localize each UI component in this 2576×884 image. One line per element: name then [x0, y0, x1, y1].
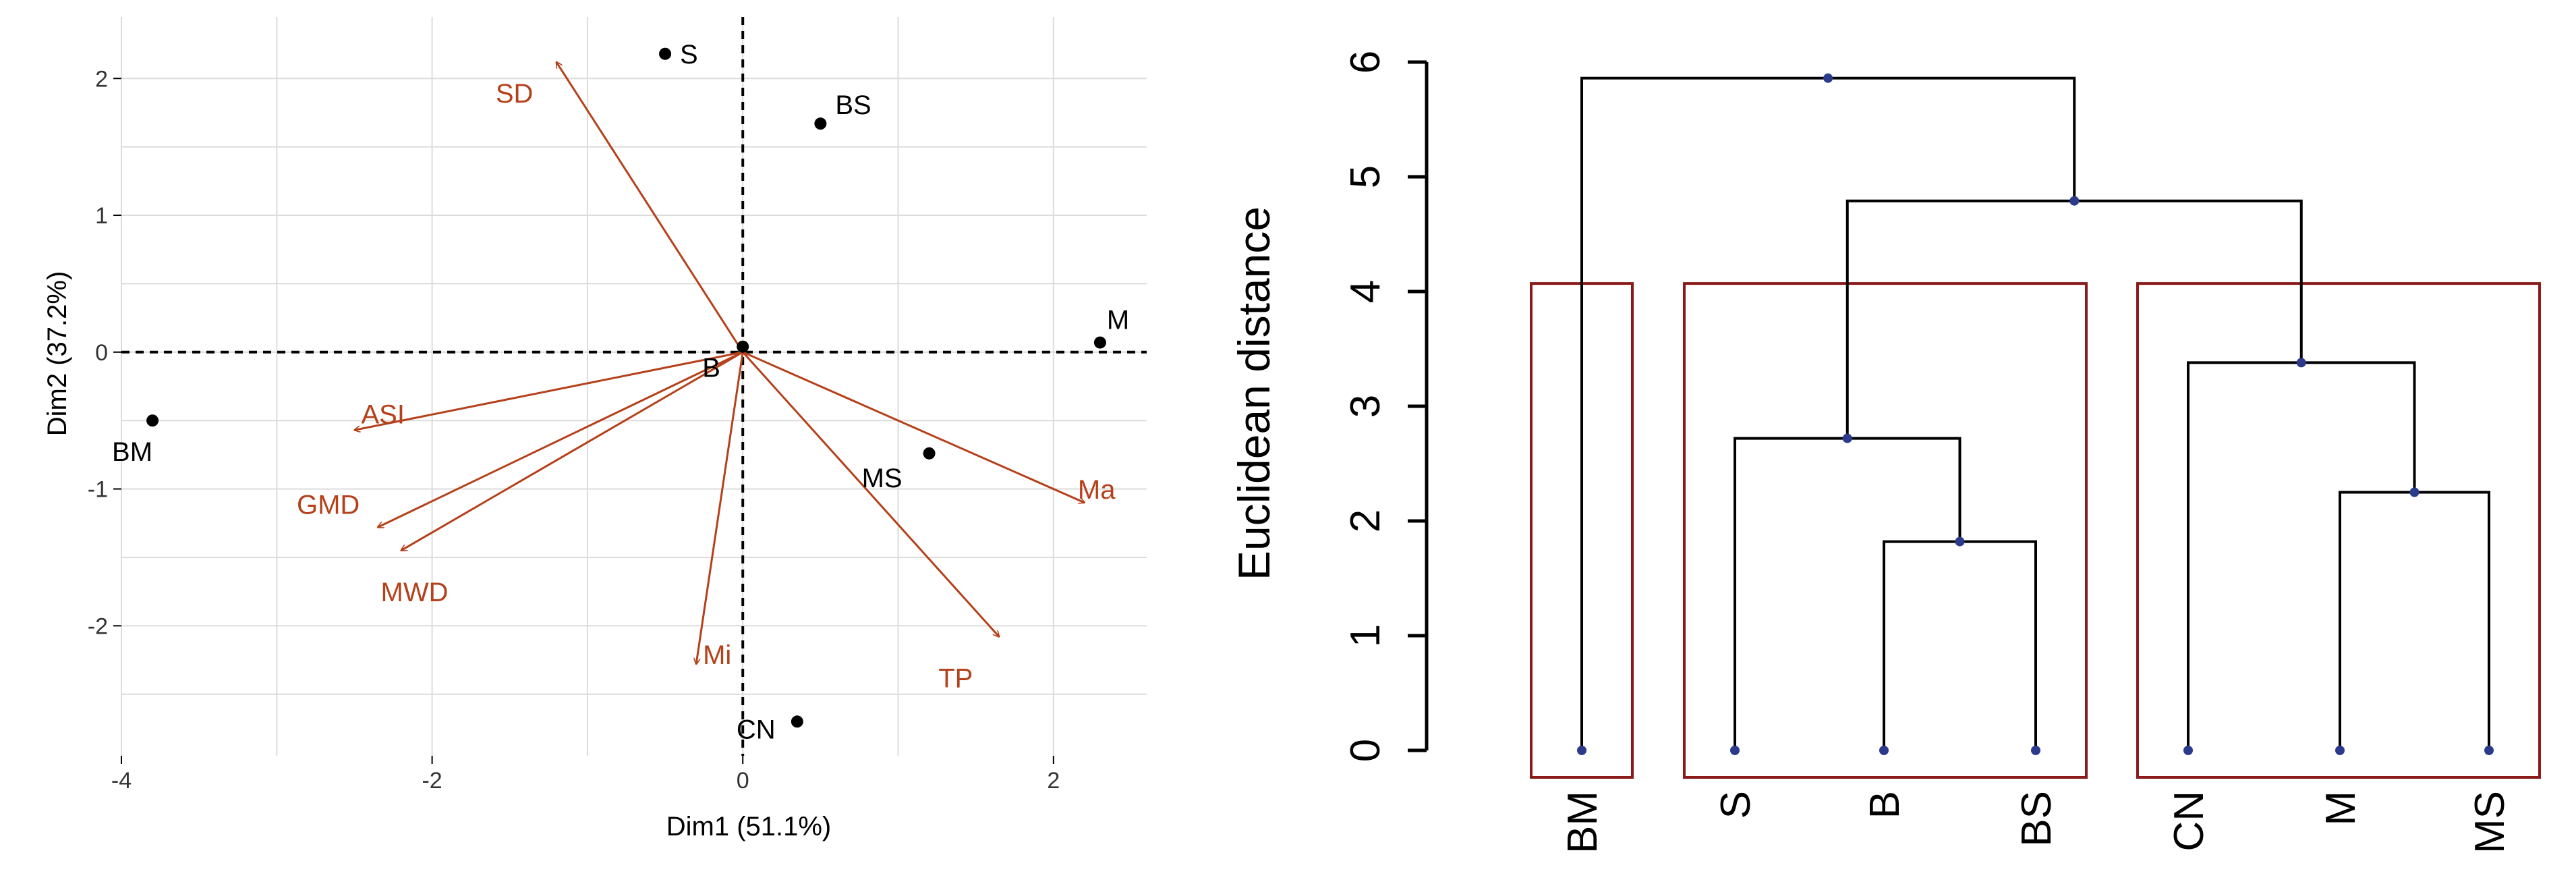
- dendrogram-link: [1883, 540, 2037, 750]
- dendrogram-tick-label: 0: [1342, 739, 1389, 762]
- dendrogram-link: [2339, 491, 2490, 750]
- observation-point: [146, 414, 159, 427]
- dendrogram-merge-node: [1955, 536, 1965, 547]
- dendrogram-tick-label: 1: [1342, 624, 1389, 647]
- dendrogram-tick-label: 5: [1342, 165, 1389, 188]
- biplot-y-axis-label: Dim2 (37.2%): [42, 271, 72, 437]
- dendrogram-tick-label: 3: [1342, 395, 1389, 418]
- y-tick-label: -2: [88, 613, 108, 639]
- dendrogram-leaf-node: [1730, 746, 1740, 755]
- observation-label: BM: [112, 437, 152, 467]
- loading-vector: [696, 352, 744, 664]
- dendrogram-leaf-label: B: [1862, 791, 1908, 819]
- y-tick-label: 2: [95, 66, 108, 92]
- loading-vector: [742, 351, 999, 637]
- dendrogram-links: [1580, 76, 2490, 750]
- dendrogram-y-axis: 0 1 2 3 4 5 6: [1342, 51, 1429, 762]
- dendrogram-panel: 0 1 2 3 4 5 6 Euclidean distance BM S B BS CN M MS: [1229, 51, 2541, 854]
- dendrogram-link: [1580, 76, 2076, 750]
- loading-vector-label: ASI: [361, 399, 404, 429]
- biplot-reference-lines: [121, 17, 1147, 756]
- dendrogram-tick-label: 4: [1342, 280, 1389, 303]
- dendrogram-leaf-node: [2484, 746, 2494, 755]
- observation-label: S: [680, 40, 698, 70]
- observation-point: [1093, 336, 1106, 349]
- dendrogram-link: [1845, 199, 2303, 439]
- dendrogram-tick-label: 6: [1342, 51, 1389, 74]
- biplot-x-axis-label: Dim1 (51.1%): [666, 812, 832, 841]
- observation-label: BS: [835, 90, 871, 120]
- dendrogram-y-axis-label: Euclidean distance: [1229, 206, 1279, 580]
- dendrogram-leaf-node: [2335, 746, 2345, 755]
- dendrogram-leaf-node: [1879, 746, 1889, 755]
- loading-vector-label: SD: [496, 79, 534, 109]
- biplot-x-ticks: -4 -2 0 2: [111, 756, 1060, 794]
- biplot-points: S BS M B BM MS CN: [112, 40, 1129, 745]
- dendrogram-merge-node: [1842, 433, 1852, 443]
- loading-vector: [742, 351, 1085, 503]
- dendrogram-leaf-node: [2183, 746, 2193, 755]
- dendrogram-leaf-label: M: [2318, 791, 2364, 826]
- observation-label: B: [702, 354, 720, 383]
- dendrogram-leaf-node: [1577, 746, 1586, 755]
- dendrogram-merge-node: [2409, 487, 2420, 497]
- cluster-box: [1683, 282, 2088, 779]
- loading-vector: [401, 351, 743, 551]
- cluster-box: [2136, 282, 2541, 779]
- dendrogram-link: [1734, 437, 1962, 750]
- x-tick-label: 0: [737, 768, 749, 794]
- dendrogram-leaf-node: [2031, 746, 2040, 755]
- loading-vector: [556, 62, 744, 353]
- dendrogram-leaf-label: MS: [2467, 791, 2513, 854]
- loading-vector-label: Ma: [1078, 475, 1116, 505]
- loading-vector-label: GMD: [297, 490, 360, 520]
- biplot-y-ticks: -2 -1 0 1 2: [88, 66, 121, 639]
- observation-label: MS: [862, 464, 903, 493]
- observation-point: [923, 447, 936, 460]
- loading-vector-label: MWD: [381, 578, 449, 607]
- observation-point: [659, 47, 672, 60]
- x-tick-label: -2: [422, 768, 442, 794]
- loading-vector: [378, 351, 743, 528]
- loading-vector-label: TP: [938, 664, 973, 694]
- x-tick-label: 2: [1047, 768, 1060, 794]
- x-tick-label: -4: [111, 768, 132, 794]
- dendrogram-merge-node: [2296, 358, 2306, 368]
- observation-label: CN: [737, 715, 776, 744]
- observation-point: [791, 715, 803, 728]
- dendrogram-leaf-label: S: [1713, 791, 1759, 819]
- biplot-grid: [121, 17, 1147, 756]
- observation-point: [737, 340, 749, 353]
- dendrogram-link: [2187, 361, 2416, 750]
- loading-vector: [354, 351, 743, 431]
- observation-label: M: [1107, 306, 1129, 335]
- y-tick-label: 0: [95, 340, 108, 366]
- observation-point: [814, 117, 827, 130]
- y-tick-label: -1: [88, 477, 108, 503]
- dendrogram-leaf-labels: BM S B BS CN M MS: [1559, 791, 2513, 854]
- dendrogram-merge-node: [2069, 196, 2080, 206]
- y-tick-label: 1: [95, 203, 108, 229]
- dendrogram-leaf-label: CN: [2166, 791, 2212, 852]
- loading-vector-label: Mi: [703, 640, 731, 670]
- dendrogram-nodes: [1577, 73, 2494, 755]
- dendrogram-leaf-label: BS: [2013, 791, 2060, 847]
- dendrogram-tick-label: 2: [1342, 509, 1389, 532]
- biplot-vectors: SD ASI GMD MWD Mi TP Ma: [297, 62, 1116, 694]
- dendrogram-leaf-label: BM: [1559, 791, 1606, 854]
- dendrogram-merge-node: [1823, 73, 1833, 83]
